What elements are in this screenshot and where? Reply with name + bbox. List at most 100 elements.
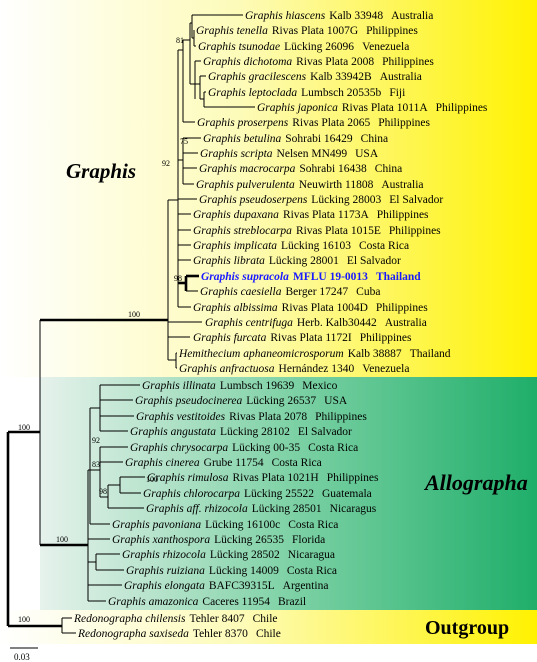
- voucher: Lücking 28001: [269, 255, 339, 267]
- locality: Cuba: [356, 286, 380, 298]
- taxon-label: Graphis streblocarpa Rivas Plata 1015E Phi…: [193, 225, 441, 237]
- taxon-label: Graphis rhizocola Lücking 28502 Nicaragua: [122, 549, 335, 561]
- voucher: Nelsen MN499: [277, 148, 348, 160]
- taxon-name: Graphis supracola: [201, 271, 289, 283]
- taxon-name: Graphis amazonica: [108, 596, 199, 608]
- taxon-label: Graphis librata Lücking 28001 El Salvador: [193, 255, 401, 267]
- voucher: MFLU 19-0013: [293, 271, 368, 283]
- taxon-name: Graphis tsunodae: [198, 41, 280, 53]
- taxon-label: Graphis betulina Sohrabi 16429 China: [203, 133, 388, 145]
- voucher: Lücking 28502: [210, 549, 280, 561]
- taxon-label: Graphis ruiziana Lücking 14009 Costa Rica: [126, 565, 337, 577]
- voucher: Rivas Plata 1011A: [342, 102, 429, 114]
- support-value: 100: [128, 310, 140, 319]
- taxon-name: Graphis illinata: [142, 380, 216, 392]
- taxon-label: Graphis pseudoserpens Lücking 28003 El Sal…: [199, 194, 443, 206]
- taxon-name: Graphis dichotoma: [203, 56, 292, 68]
- locality: USA: [355, 148, 379, 160]
- voucher: Kalb 33942B: [310, 71, 372, 83]
- voucher: Lücking 26535: [214, 534, 284, 546]
- support-value: 100: [18, 423, 30, 432]
- taxon-label: Graphis supracola MFLU 19-0013 Thailand: [201, 271, 421, 283]
- support-value: 92: [162, 159, 170, 168]
- locality: El Salvador: [347, 255, 401, 267]
- taxon-label: Graphis furcata Rivas Plata 1172I Philippi…: [193, 332, 412, 344]
- locality: Philippines: [315, 411, 367, 423]
- taxon-name: Graphis dupaxana: [193, 209, 279, 221]
- voucher: Rivas Plata 2065: [292, 117, 370, 129]
- voucher: Lumbsch 20535b: [301, 87, 381, 99]
- taxon-label: Graphis caesiella Berger 17247 Cuba: [200, 286, 380, 298]
- taxon-name: Graphis gracilescens: [208, 71, 307, 83]
- taxon-name: Graphis xanthospora: [112, 534, 210, 546]
- taxon-label: Graphis pseudocinerea Lücking 26537 USA: [135, 395, 348, 407]
- group-label: Outgroup: [425, 617, 509, 639]
- taxon-name: Graphis rimulosa: [147, 472, 229, 484]
- taxon-name: Graphis furcata: [193, 332, 267, 344]
- locality: El Salvador: [298, 426, 352, 438]
- support-value: 81: [176, 36, 184, 45]
- taxon-name: Graphis pavoniana: [112, 519, 201, 531]
- voucher: Hernández 1340: [279, 363, 355, 375]
- support-value: 100: [56, 535, 68, 544]
- support-value: 98: [174, 274, 182, 283]
- support-value: 92: [92, 436, 100, 445]
- voucher: Rivas Plata 1021H: [232, 472, 318, 484]
- taxon-name: Graphis implicata: [193, 240, 277, 252]
- taxon-label: Graphis scripta Nelsen MN499 USA: [200, 148, 379, 160]
- locality: Costa Rica: [288, 519, 338, 531]
- voucher: Lücking 26096: [284, 41, 354, 53]
- locality: China: [375, 163, 402, 175]
- voucher: Kalb 38887: [348, 348, 402, 360]
- voucher: Rivas Plata 2008: [296, 56, 374, 68]
- locality: Australia: [385, 317, 427, 329]
- taxon-name: Graphis angustata: [130, 426, 216, 438]
- taxon-label: Graphis xanthospora Lücking 26535 Florida: [112, 534, 325, 546]
- taxon-name: Graphis betulina: [203, 133, 282, 145]
- voucher: Lücking 28102: [220, 426, 290, 438]
- taxon-label: Graphis illinata Lumbsch 19639 Mexico: [142, 380, 338, 392]
- voucher: Lücking 25522: [244, 488, 314, 500]
- taxon-label: Graphis tsunodae Lücking 26096 Venezuela: [198, 41, 409, 53]
- taxon-label: Graphis leptoclada Lumbsch 20535b Fiji: [208, 87, 405, 99]
- taxon-label: Graphis pavoniana Lücking 16100c Costa Ric…: [112, 519, 338, 531]
- voucher: BAFC39315L: [209, 580, 275, 592]
- voucher: Lücking 26537: [246, 395, 316, 407]
- taxon-name: Graphis pseudoserpens: [199, 194, 308, 206]
- branches: [6, 14, 255, 634]
- taxon-label: Graphis dupaxana Rivas Plata 1173A Philipp…: [193, 209, 429, 221]
- taxon-name: Graphis chlorocarpa: [143, 488, 240, 500]
- locality: Costa Rica: [287, 565, 337, 577]
- voucher: Tehler 8407: [189, 613, 244, 625]
- taxon-label: Graphis gracilescens Kalb 33942B Australia: [208, 71, 422, 83]
- taxon-label: Graphis pulverulenta Neuwirth 11808 Austra…: [196, 179, 424, 191]
- locality: Venezuela: [362, 363, 409, 375]
- locality: Philippines: [360, 332, 412, 344]
- taxon-name: Graphis elongata: [124, 580, 205, 592]
- voucher: Berger 17247: [285, 286, 348, 298]
- voucher: Sohrabi 16438: [299, 163, 367, 175]
- locality: Nicaragus: [330, 503, 377, 515]
- group-label: Allographa: [423, 470, 528, 495]
- locality: Thailand: [410, 348, 451, 360]
- taxon-name: Graphis japonica: [257, 102, 338, 114]
- locality: Venezuela: [362, 41, 409, 53]
- locality: Mexico: [302, 380, 337, 392]
- taxon-label: Graphis japonica Rivas Plata 1011A Philipp…: [257, 102, 488, 114]
- locality: Philippines: [327, 472, 379, 484]
- group-label: Graphis: [66, 159, 136, 183]
- locality: Nicaragua: [288, 549, 335, 561]
- voucher: Lücking 28003: [311, 194, 381, 206]
- voucher: Lumbsch 19639: [220, 380, 295, 392]
- taxon-name: Graphis librata: [193, 255, 265, 267]
- taxon-label: Graphis hiascens Kalb 33948 Australia: [245, 10, 433, 22]
- voucher: Herb. Kalb30442: [297, 317, 377, 329]
- taxon-label: Graphis angustata Lücking 28102 El Salvado…: [130, 426, 352, 438]
- voucher: Grube 11754: [204, 457, 264, 469]
- taxon-name: Graphis chrysocarpa: [130, 442, 228, 454]
- voucher: Caceres 11954: [202, 596, 270, 608]
- support-value: 98: [99, 487, 107, 496]
- locality: China: [361, 133, 388, 145]
- voucher: Lücking 14009: [209, 565, 279, 577]
